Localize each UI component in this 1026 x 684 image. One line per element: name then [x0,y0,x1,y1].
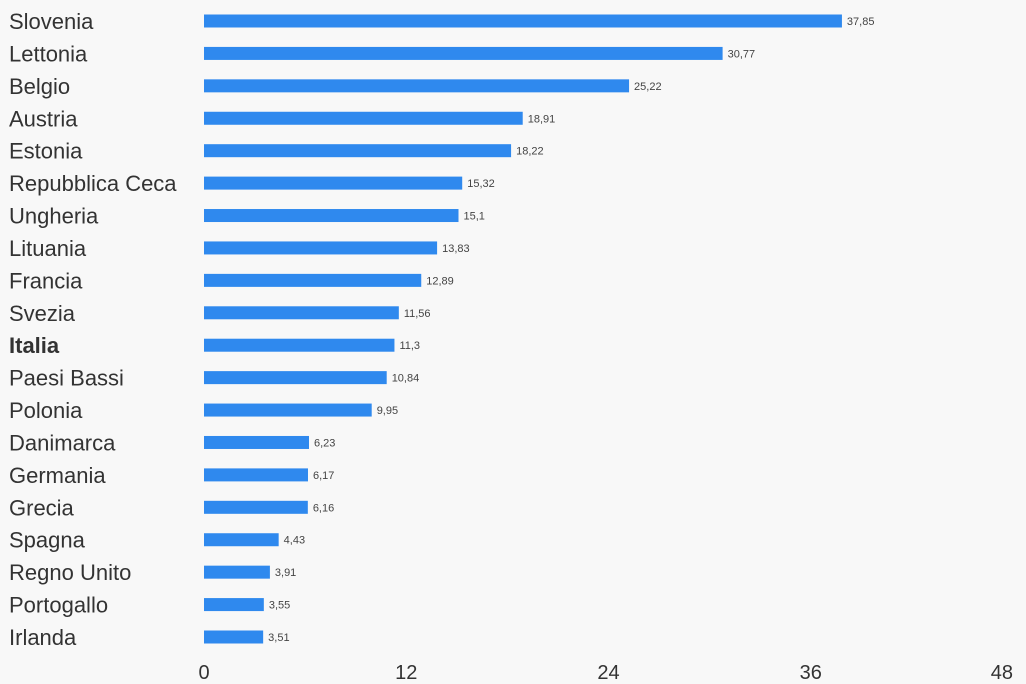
value-label: 4,43 [284,535,305,547]
value-label: 9,95 [377,405,398,417]
value-label: 11,56 [404,308,431,320]
category-label: Estonia [9,139,83,164]
bar [204,565,270,579]
category-label: Belgio [9,74,70,99]
bar [204,241,438,255]
category-label: Lettonia [9,41,88,66]
category-label: Repubblica Ceca [9,171,177,196]
value-label: 3,91 [275,567,296,579]
bar [204,403,372,417]
value-label: 6,23 [314,437,335,449]
value-label: 30,77 [728,48,756,60]
value-label: 3,55 [269,600,290,612]
bar [204,79,630,93]
bar [204,598,264,612]
value-label: 15,32 [467,178,495,190]
bar [204,306,399,320]
value-label: 12,89 [426,275,454,287]
category-label: Germania [9,463,106,488]
value-label: 15,1 [463,211,484,223]
bar [204,435,310,449]
bar [204,144,512,158]
value-label: 13,83 [442,243,470,255]
value-label: 10,84 [392,373,420,385]
bar [204,500,308,514]
category-label: Ungheria [9,204,99,229]
bar [204,46,723,60]
bar [204,176,463,190]
bar [204,111,523,125]
category-label: Austria [9,106,78,131]
bar [204,209,459,223]
value-label: 37,85 [847,16,875,28]
x-tick-label: 48 [991,662,1013,684]
bar [204,533,279,547]
category-label: Slovenia [9,9,94,34]
category-label: Portogallo [9,593,108,618]
bar [204,273,422,287]
category-label: Italia [9,333,60,358]
bar [204,371,387,385]
value-label: 11,3 [399,340,420,352]
value-label: 6,17 [313,470,334,482]
bar [204,338,395,352]
bar [204,14,842,28]
x-tick-label: 0 [198,662,209,684]
bar [204,468,308,482]
category-label: Spagna [9,528,86,553]
x-tick-label: 24 [597,662,619,684]
category-label: Polonia [9,398,83,423]
category-label: Regno Unito [9,560,131,585]
value-label: 18,22 [516,146,544,158]
x-tick-label: 12 [395,662,417,684]
value-label: 18,91 [528,113,556,125]
category-label: Grecia [9,495,75,520]
value-label: 3,51 [268,632,289,644]
category-label: Francia [9,268,83,293]
category-label: Danimarca [9,430,116,455]
category-label: Svezia [9,301,76,326]
value-label: 25,22 [634,81,662,93]
category-label: Irlanda [9,625,77,650]
x-tick-label: 36 [800,662,822,684]
category-label: Paesi Bassi [9,366,124,391]
category-label: Lituania [9,236,87,261]
bar [204,630,264,644]
value-label: 6,16 [313,502,334,514]
